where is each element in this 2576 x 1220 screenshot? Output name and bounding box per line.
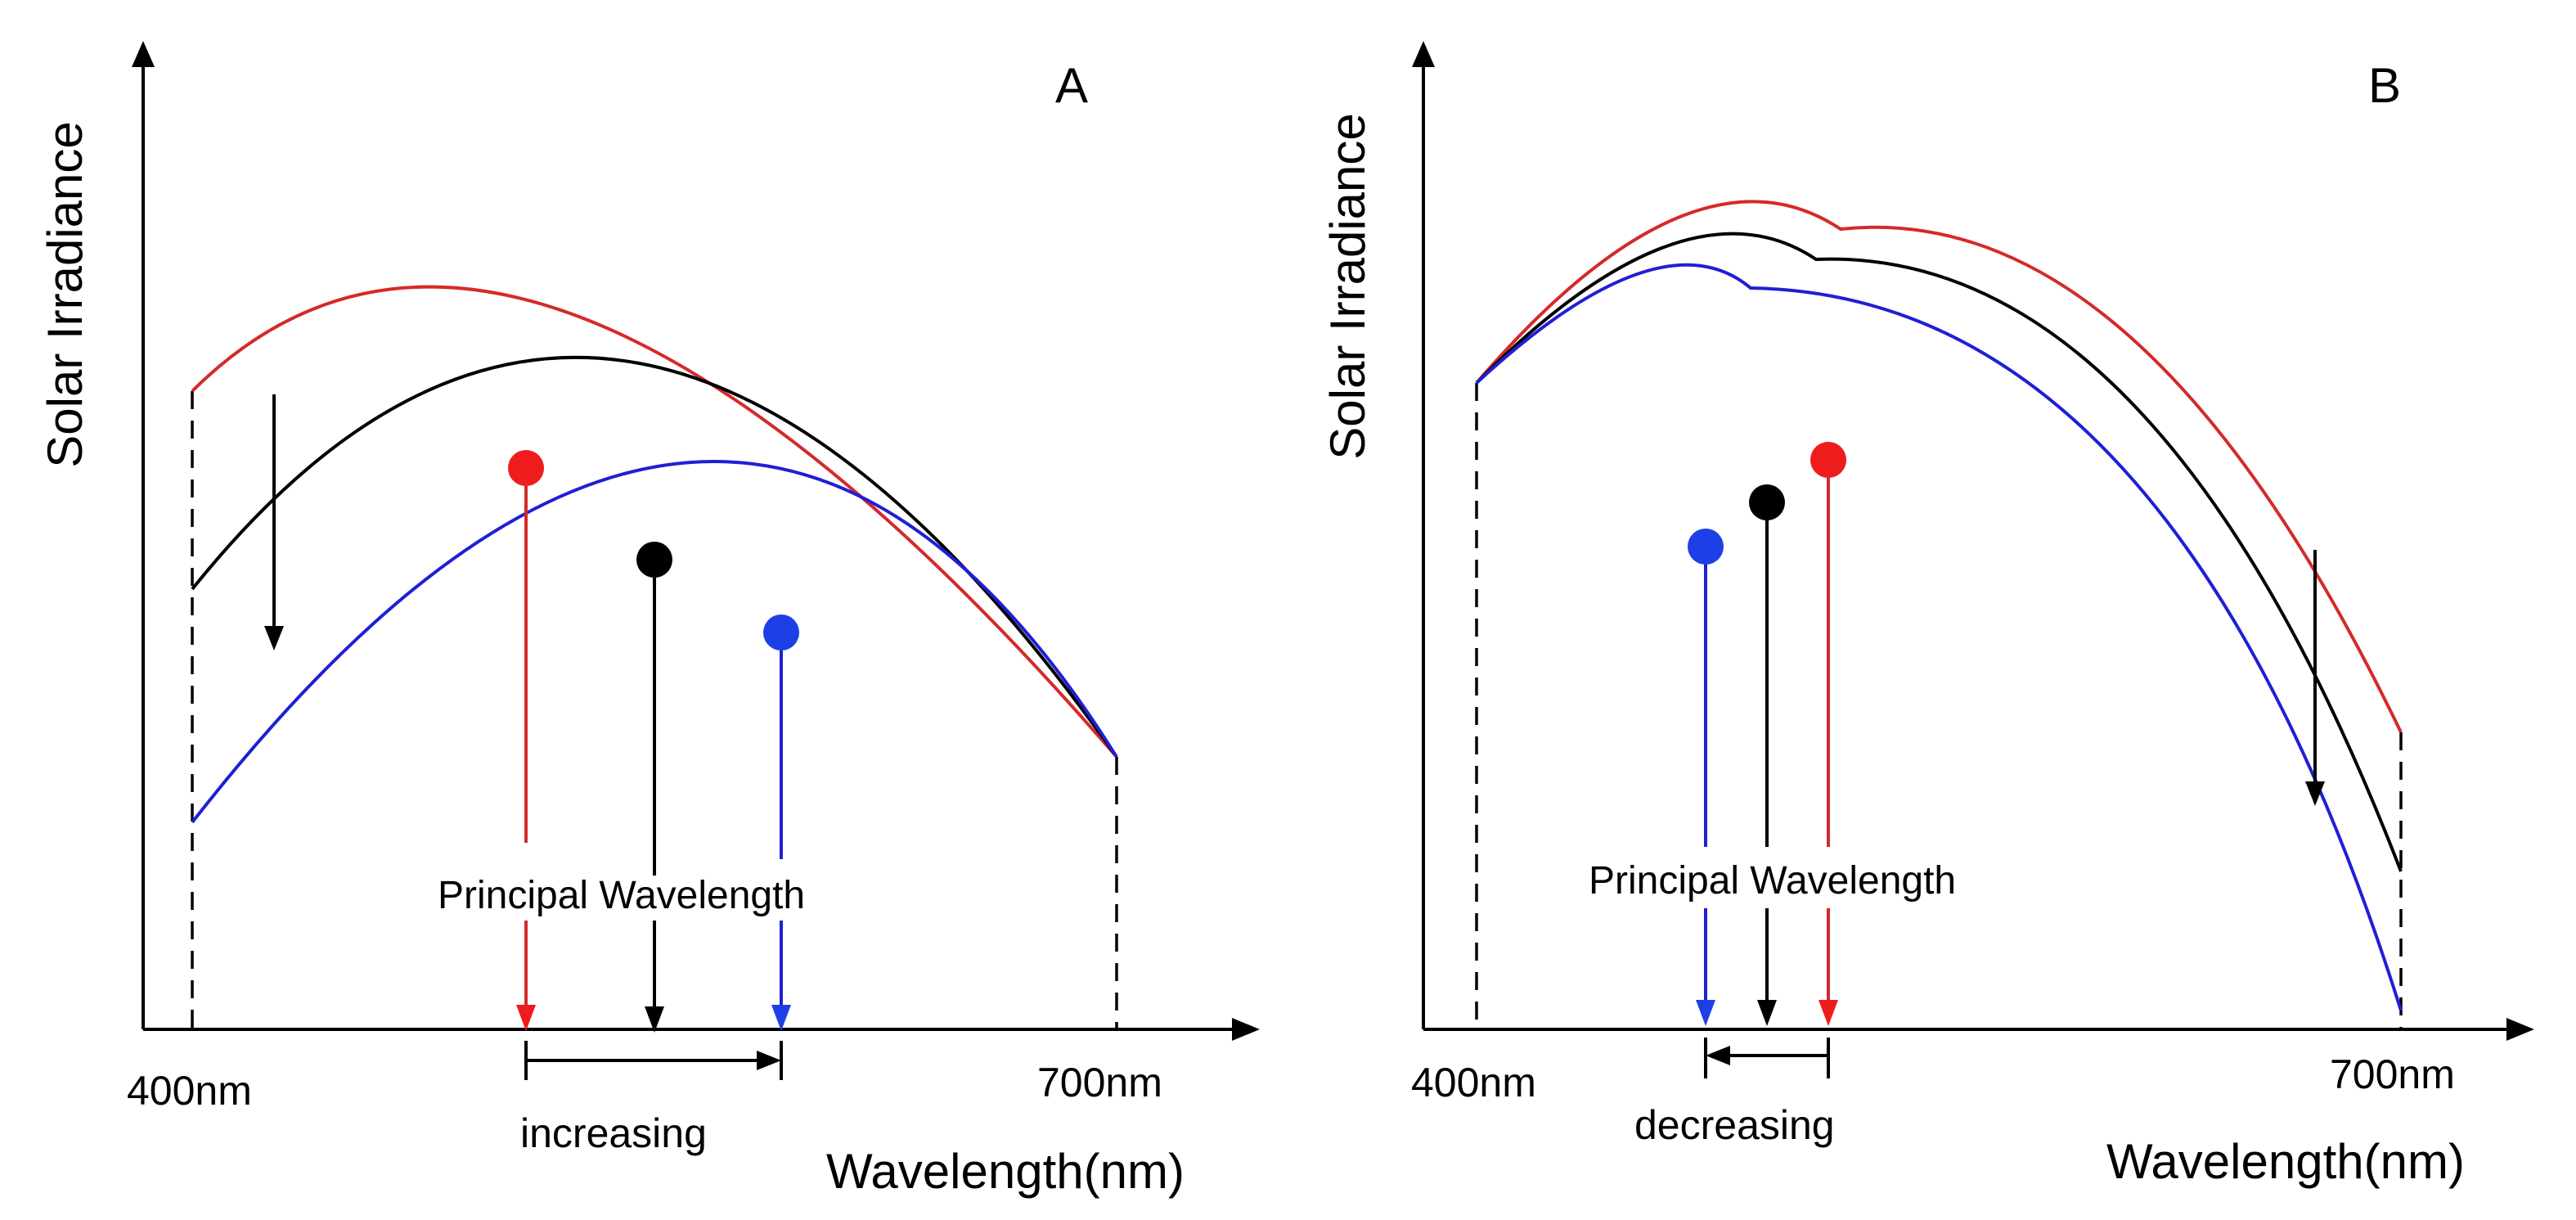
panel-b-black-arrowhead bbox=[1757, 1000, 1777, 1026]
panel-b-shift-arrowhead bbox=[2305, 781, 2325, 806]
panel-a-principal-wavelength-label: Principal Wavelength bbox=[438, 874, 805, 917]
panel-b-x-axis-arrow bbox=[2506, 1018, 2534, 1041]
panel-a-boundaries bbox=[191, 391, 1118, 1029]
panel-a-x-start-label: 400nm bbox=[127, 1068, 252, 1114]
panel-a-blue-dot bbox=[763, 615, 799, 651]
panel-a-red-marker bbox=[508, 450, 544, 1031]
panel-b-red-marker bbox=[1810, 442, 1846, 1026]
panel-a-y-axis-label: Solar Irradiance bbox=[38, 121, 92, 468]
panel-a: A Solar Irradiance Wavelength(nm) 400nm … bbox=[38, 41, 1260, 1199]
panel-b-black-curve bbox=[1475, 232, 2403, 872]
panel-a-shift-arrowhead bbox=[264, 626, 284, 651]
panel-a-y-axis-arrow bbox=[132, 41, 155, 67]
panel-a-blue-curve bbox=[191, 460, 1118, 824]
panel-a-red-arrowhead bbox=[516, 1005, 536, 1031]
panel-b-bracket-arrowhead bbox=[1706, 1046, 1730, 1065]
panel-a-x-axis-arrow bbox=[1232, 1018, 1260, 1041]
panel-a-red-dot bbox=[508, 450, 544, 486]
panel-b-principal-wavelength-label: Principal Wavelength bbox=[1589, 859, 1956, 903]
panel-a-axes bbox=[132, 41, 1260, 1041]
panel-b-red-dot bbox=[1810, 442, 1846, 478]
panel-b-x-axis-label: Wavelength(nm) bbox=[2106, 1134, 2465, 1189]
panel-a-red-curve bbox=[191, 285, 1118, 759]
panel-a-black-dot bbox=[636, 542, 672, 578]
panel-a-blue-marker bbox=[763, 615, 799, 1031]
panel-b-letter: B bbox=[2368, 58, 2401, 113]
panel-a-blue-arrowhead bbox=[771, 1005, 791, 1031]
panel-b-blue-arrowhead bbox=[1696, 1000, 1715, 1026]
panel-b-blue-curve bbox=[1475, 263, 2403, 1011]
panel-a-black-arrowhead bbox=[645, 1006, 664, 1033]
panel-b-trend-bracket bbox=[1704, 1038, 1830, 1078]
panel-b-axes bbox=[1412, 41, 2534, 1041]
panel-b-trend-label: decreasing bbox=[1634, 1102, 1835, 1148]
panel-b-x-start-label: 400nm bbox=[1411, 1060, 1536, 1105]
panel-a-letter: A bbox=[1055, 58, 1088, 113]
panel-b-x-end-label: 700nm bbox=[2330, 1051, 2455, 1097]
panel-b-blue-dot bbox=[1688, 529, 1724, 565]
panel-b-blue-marker bbox=[1688, 529, 1724, 1026]
panel-b-red-arrowhead bbox=[1818, 1000, 1838, 1026]
panel-b-red-curve bbox=[1475, 200, 2403, 733]
panel-b: B Solar Irradiance Wavelength(nm) 400nm … bbox=[1320, 41, 2534, 1189]
panel-b-y-axis-label: Solar Irradiance bbox=[1320, 113, 1375, 460]
panel-a-bracket-arrowhead bbox=[757, 1051, 781, 1070]
panel-a-trend-label: increasing bbox=[520, 1110, 707, 1156]
panel-a-black-marker bbox=[636, 542, 672, 1033]
panel-a-x-axis-label: Wavelength(nm) bbox=[826, 1144, 1185, 1199]
panel-b-black-marker bbox=[1749, 484, 1785, 1026]
panel-b-boundaries bbox=[1475, 383, 2403, 1029]
panel-a-x-end-label: 700nm bbox=[1037, 1060, 1162, 1105]
panel-a-trend-bracket bbox=[524, 1041, 783, 1080]
panel-b-black-dot bbox=[1749, 484, 1785, 520]
panel-b-y-axis-arrow bbox=[1412, 41, 1435, 67]
